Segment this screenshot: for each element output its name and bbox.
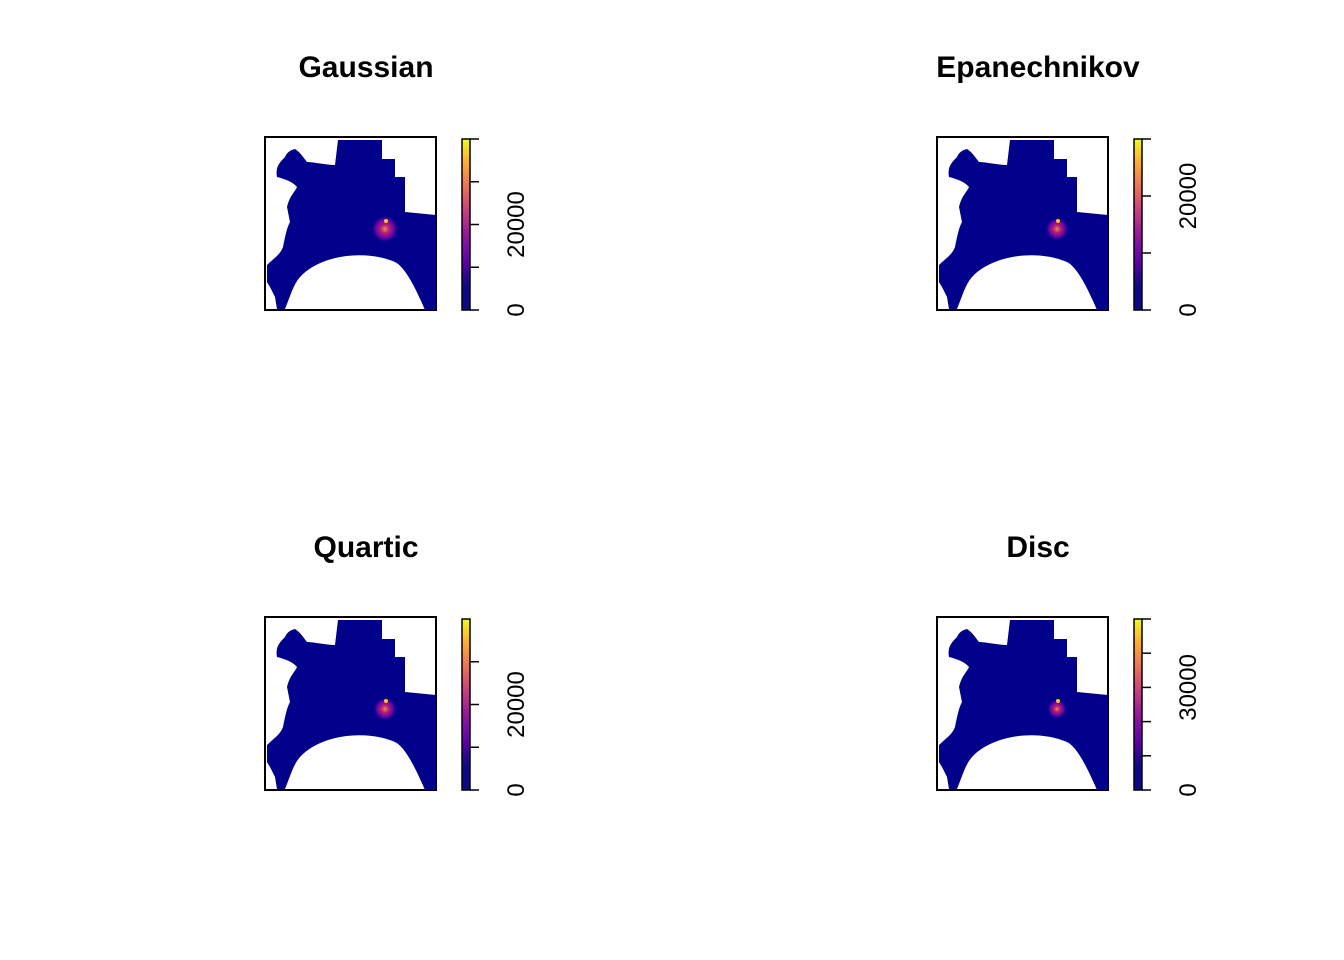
colorbar-tick-label: 20000 <box>503 191 530 258</box>
hotspot <box>1047 699 1067 719</box>
density-map <box>936 616 1109 791</box>
region-shape <box>939 140 1108 310</box>
colorbar-tick-label: 0 <box>503 783 530 796</box>
hotspot-core <box>1056 219 1060 223</box>
density-map <box>264 136 437 311</box>
colorbar-ticks: 0 20000 <box>470 138 530 317</box>
colorbar-tick-label: 30000 <box>1175 654 1202 721</box>
density-map <box>264 616 437 791</box>
colorbar-ramp <box>461 138 471 311</box>
hotspot <box>373 697 397 721</box>
colorbar-ramp <box>1133 138 1143 311</box>
colorbar: 0 20000 <box>461 138 530 317</box>
colorbar-ticks: 0 20000 <box>1142 138 1202 317</box>
hotspot-core <box>384 219 388 223</box>
hotspot-core <box>1056 699 1060 703</box>
colorbar-tick-label: 0 <box>1175 783 1202 796</box>
colorbar-ramp <box>461 618 471 791</box>
colorbar-ticks: 0 30000 <box>1142 618 1202 797</box>
region-shape <box>267 620 436 790</box>
region-shape <box>939 620 1108 790</box>
panel-title: Epanechnikov <box>936 51 1140 84</box>
panel-disc: Disc 0 30000 <box>936 531 1202 797</box>
colorbar-tick-label: 20000 <box>503 671 530 738</box>
colorbar: 0 20000 <box>1133 138 1202 317</box>
colorbar-ramp <box>1133 618 1143 791</box>
panel-title: Quartic <box>313 531 418 564</box>
panel-epanechnikov: Epanechnikov 0 20000 <box>936 51 1202 317</box>
density-map <box>936 136 1109 311</box>
panel-gaussian: Gaussian 0 20000 <box>264 51 530 317</box>
colorbar: 0 20000 <box>461 618 530 797</box>
region-shape <box>267 140 436 310</box>
colorbar-tick-label: 0 <box>503 303 530 316</box>
panel-quartic: Quartic 0 20000 <box>264 531 530 797</box>
hotspot-core <box>384 699 388 703</box>
colorbar-tick-label: 20000 <box>1175 163 1202 230</box>
hotspot <box>1045 217 1069 241</box>
hotspot <box>371 215 399 243</box>
panel-title: Gaussian <box>298 51 433 84</box>
panel-title: Disc <box>1006 531 1069 564</box>
colorbar-tick-label: 0 <box>1175 303 1202 316</box>
colorbar: 0 30000 <box>1133 618 1202 797</box>
colorbar-ticks: 0 20000 <box>470 661 530 797</box>
